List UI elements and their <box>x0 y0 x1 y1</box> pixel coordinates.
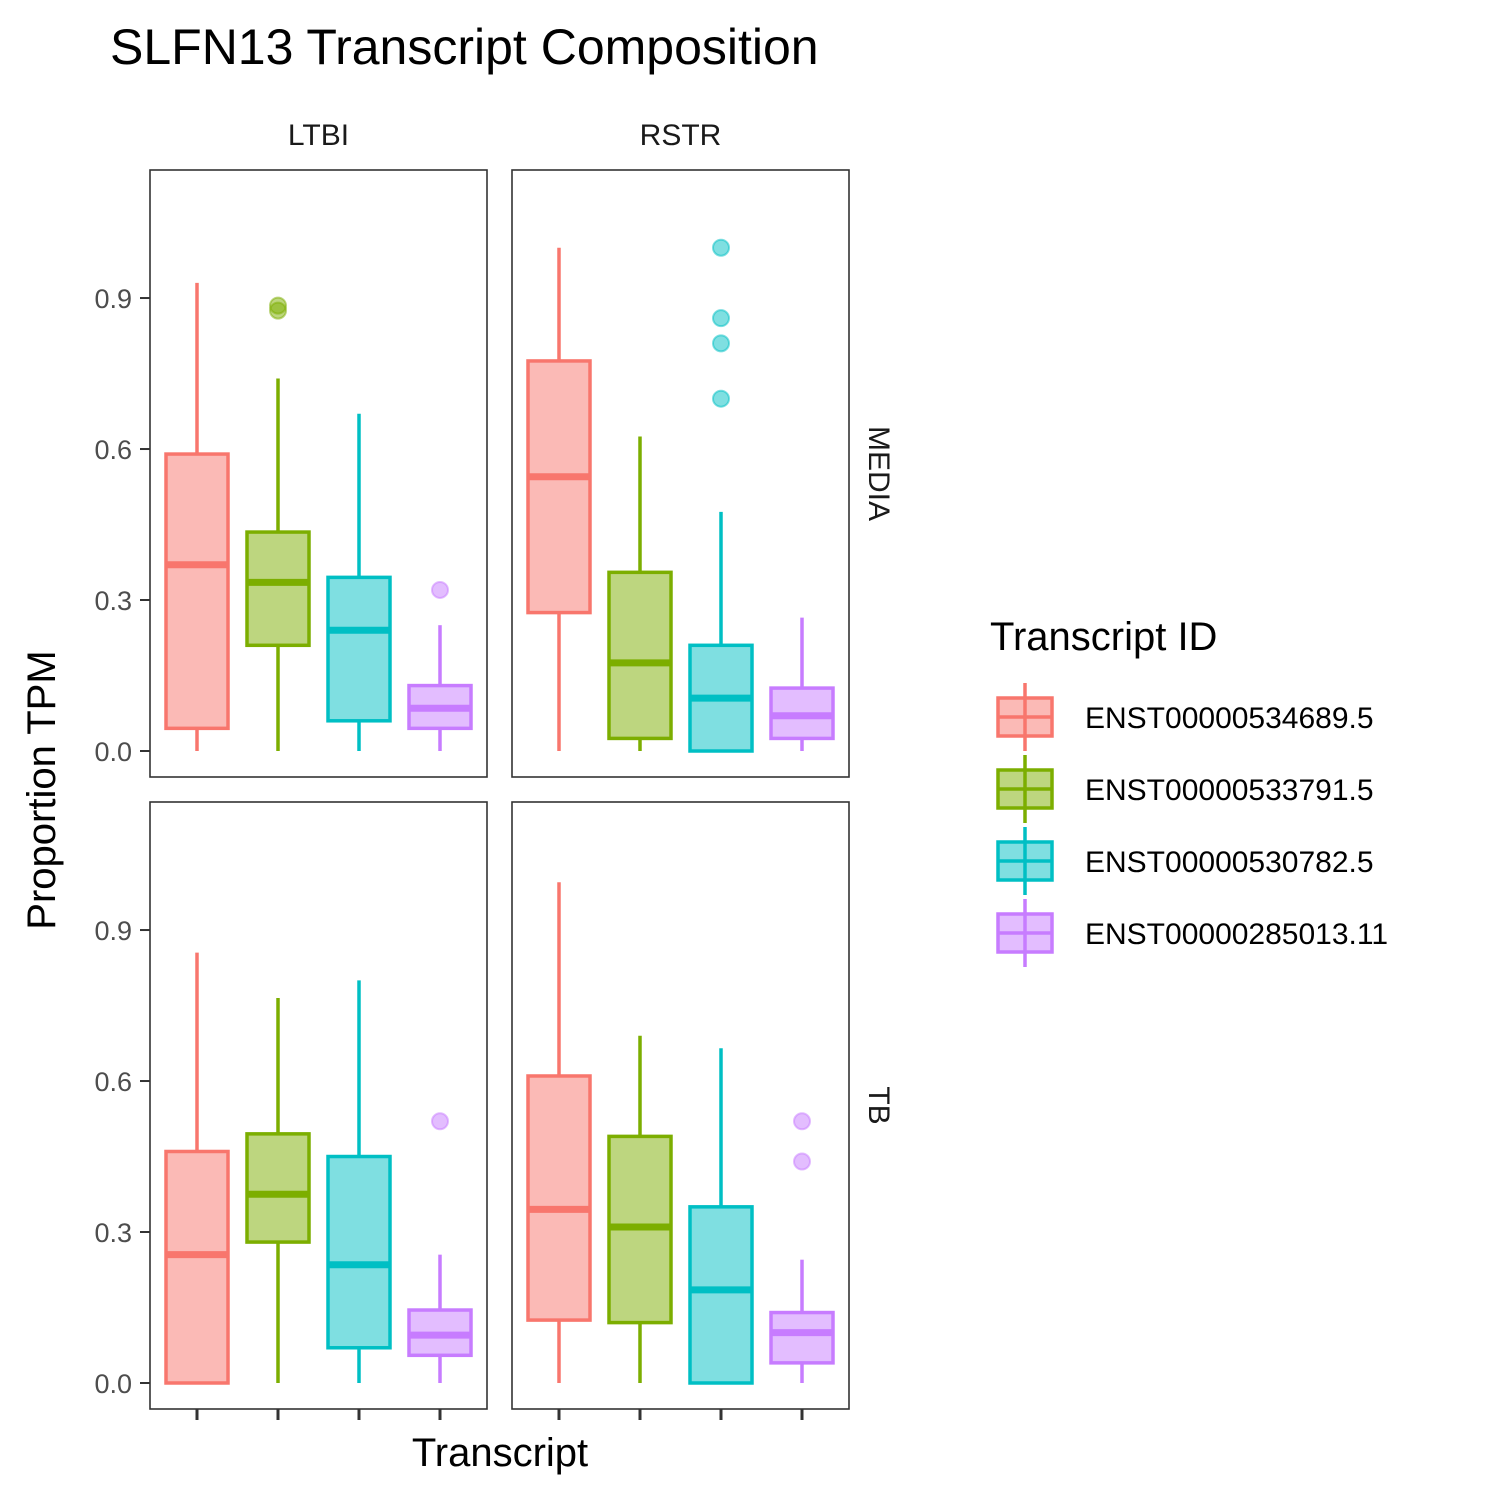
facet-panels: 0.0 0.3 0.6 0.9 LTBI RSTR MEDIA 0.0 0.3 0.6 0.9 TB <box>94 119 895 1420</box>
panel-rstr-media: RSTR MEDIA <box>511 119 895 778</box>
legend-item: ENST00000533791.5 <box>996 755 1374 823</box>
box-4 <box>769 617 835 751</box>
box-body <box>245 530 311 648</box>
box-2 <box>607 1035 673 1383</box>
box-2 <box>607 436 673 751</box>
box-4 <box>407 1112 473 1383</box>
box-2 <box>245 997 311 1383</box>
box-3 <box>326 980 392 1383</box>
facet-strip-ltbi: LTBI <box>288 119 349 152</box>
y-tick-label: 0.0 <box>94 737 132 767</box>
panel-rstr-tb: TB <box>511 801 895 1420</box>
facet-strip-tb: TB <box>862 1086 895 1124</box>
box-body <box>526 359 592 615</box>
legend-label: ENST00000285013.11 <box>1085 918 1388 951</box>
box-body <box>245 1132 311 1244</box>
legend: ENST00000534689.5 ENST00000533791.5 ENST00… <box>996 683 1388 967</box>
y-tick-label: 0.6 <box>94 1067 132 1097</box>
y-tick-label: 0.3 <box>94 586 132 616</box>
y-axis-title: Proportion TPM <box>20 650 64 929</box>
box-body <box>526 1074 592 1322</box>
x-axis-title: Transcript <box>412 1431 588 1475</box>
chart-title: SLFN13 Transcript Composition <box>110 19 819 75</box>
outlier-point <box>712 238 730 257</box>
box-4 <box>407 580 473 751</box>
legend-label: ENST00000533791.5 <box>1085 774 1374 807</box>
outlier-point <box>269 296 287 315</box>
legend-label: ENST00000530782.5 <box>1085 846 1374 879</box>
outlier-point <box>793 1112 811 1131</box>
box-body <box>326 575 392 723</box>
box-body <box>164 1149 230 1385</box>
outlier-point <box>793 1152 811 1171</box>
outlier-point <box>431 580 449 599</box>
box-1 <box>526 882 592 1383</box>
box-body <box>326 1154 392 1350</box>
box-1 <box>164 952 230 1385</box>
legend-item: ENST00000530782.5 <box>996 827 1374 895</box>
box-body <box>607 570 673 741</box>
box-body <box>769 1310 835 1365</box>
outlier-point <box>712 389 730 408</box>
outlier-point <box>712 309 730 328</box>
y-tick-label: 0.0 <box>94 1369 132 1399</box>
legend-item: ENST00000534689.5 <box>996 683 1374 751</box>
y-tick-label: 0.3 <box>94 1218 132 1248</box>
y-tick-label: 0.9 <box>94 916 132 946</box>
box-3 <box>326 413 392 751</box>
box-2 <box>245 296 311 751</box>
y-tick-label: 0.6 <box>94 435 132 465</box>
box-body <box>688 1205 754 1385</box>
box-4 <box>769 1112 835 1383</box>
y-tick-label: 0.9 <box>94 284 132 314</box>
legend-title: Transcript ID <box>990 615 1217 659</box>
facet-strip-media: MEDIA <box>862 426 895 521</box>
facet-strip-rstr: RSTR <box>640 119 722 152</box>
legend-label: ENST00000534689.5 <box>1085 702 1374 735</box>
box-3 <box>688 1048 754 1385</box>
panel-ltbi-media: 0.0 0.3 0.6 0.9 LTBI <box>94 119 488 778</box>
panel-ltbi-tb: 0.0 0.3 0.6 0.9 <box>94 801 488 1420</box>
outlier-point <box>431 1112 449 1131</box>
legend-item: ENST00000285013.11 <box>996 899 1388 967</box>
box-1 <box>164 282 230 751</box>
box-3 <box>688 238 754 753</box>
outlier-point <box>712 334 730 353</box>
box-1 <box>526 247 592 751</box>
box-body <box>164 452 230 731</box>
